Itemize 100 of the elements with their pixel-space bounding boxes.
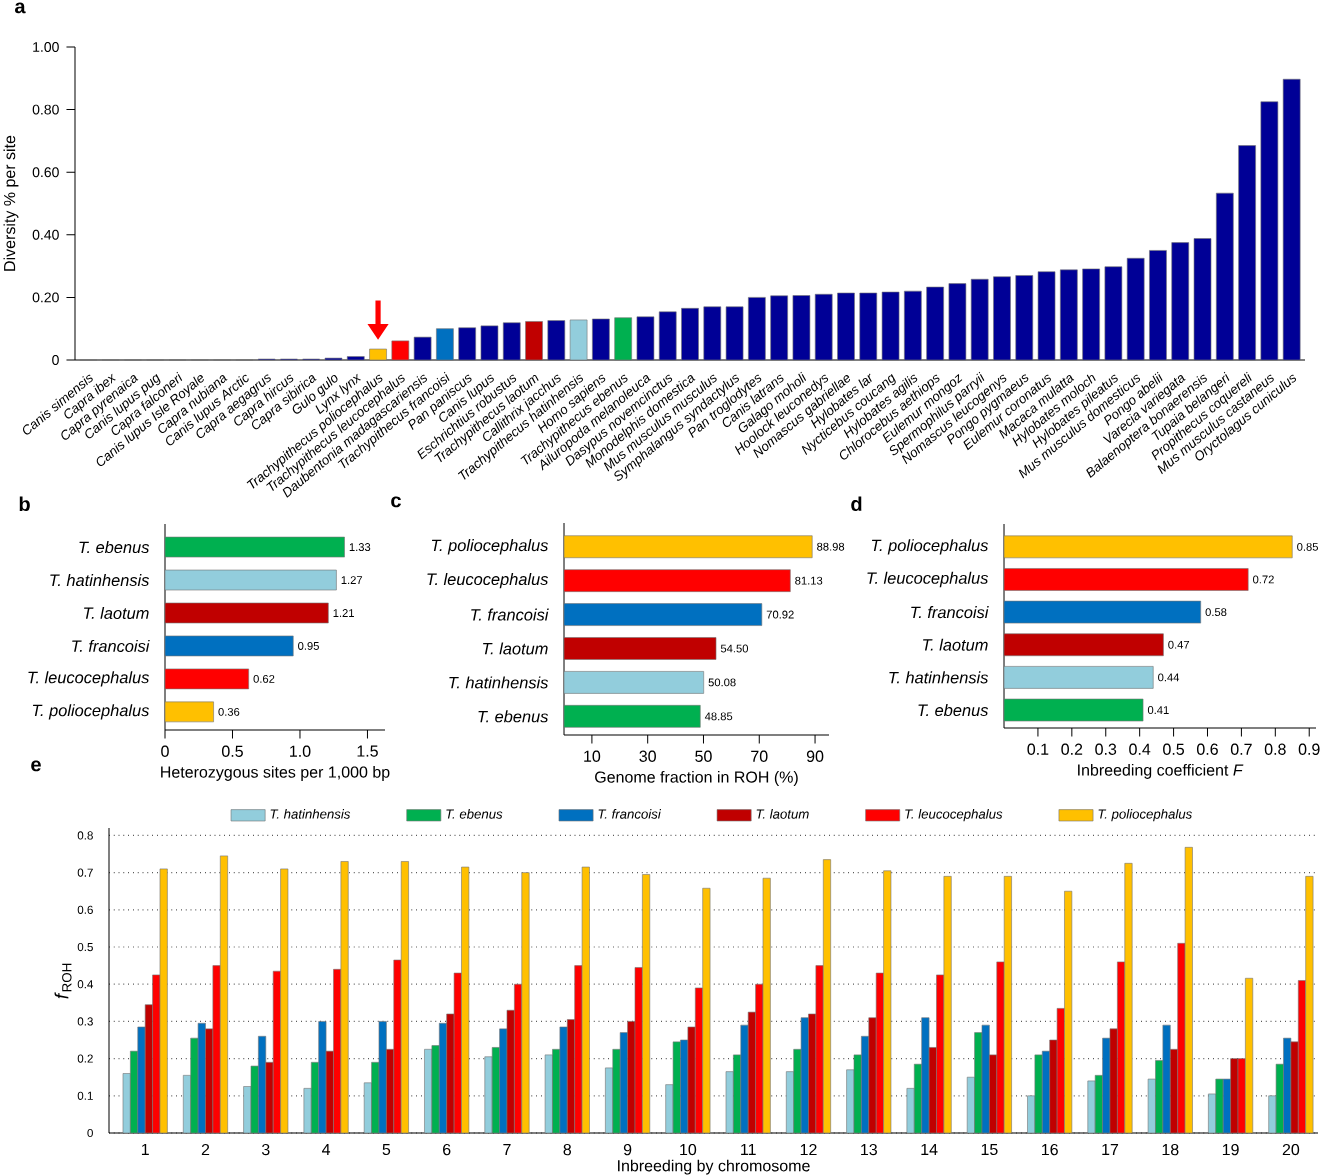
y-tick-label: T. leucocephalus [427, 573, 549, 589]
x-tick-label: 13 [861, 1143, 877, 1156]
y-tick-label: T. ebenus [79, 541, 150, 554]
x-tick-label: 0.2 [1061, 743, 1083, 755]
y-tick-label: T. francoisi [471, 608, 549, 621]
x-axis-title: Inbreeding coefficient F [1078, 763, 1244, 779]
chart-title: d [851, 496, 862, 512]
y-tick-label: T. poliocephalus [32, 704, 150, 720]
y-tick-label: T. laotum [923, 638, 988, 651]
y-tick-label: T. laotum [483, 642, 548, 655]
data-label: 0.44 [1158, 673, 1180, 682]
x-tick-label: 4 [322, 1143, 331, 1155]
x-tick-label: 0.8 [1264, 743, 1286, 755]
y-tick-label: 0.7 [77, 868, 93, 877]
x-tick-label: 50 [695, 750, 712, 762]
x-tick-label: 15 [981, 1143, 998, 1156]
legend-label: T. hatinhensis [270, 809, 351, 819]
x-tick-label: 17 [1102, 1143, 1119, 1155]
data-label: 0.58 [1205, 608, 1227, 617]
x-tick-label: 10 [584, 750, 601, 762]
y-tick-label: 0.20 [32, 292, 59, 303]
x-tick-label: 0.4 [1129, 743, 1151, 755]
x-tick-label: 6 [443, 1143, 451, 1156]
x-axis-title: Heterozygous sites per 1,000 bp [161, 765, 390, 781]
legend-label: T. laotum [756, 809, 809, 819]
y-tick-label: 0 [52, 355, 59, 365]
x-tick-label: 8 [563, 1143, 572, 1156]
data-label: 70.92 [766, 610, 794, 619]
x-tick-label: 1 [141, 1143, 149, 1155]
data-label: 54.50 [720, 644, 749, 653]
text: c [391, 496, 401, 508]
x-tick-label: 10 [680, 1143, 697, 1156]
y-tick-label: 0.2 [77, 1054, 93, 1063]
y-tick-label: 0.6 [77, 905, 93, 914]
x-tick-label: 3 [261, 1143, 270, 1156]
x-tick-label: 0 [161, 745, 169, 757]
data-label: 48.85 [704, 712, 733, 721]
y-tick-label: 0.40 [32, 229, 59, 240]
x-tick-label: 0.3 [1095, 743, 1117, 755]
x-tick-label: 70 [751, 750, 768, 762]
chart-title: a [15, 2, 26, 14]
data-label: 88.98 [817, 542, 845, 551]
y-tick-label: 0.3 [77, 1017, 93, 1026]
x-tick-label: 18 [1162, 1143, 1179, 1156]
x-tick-label: 16 [1042, 1143, 1058, 1156]
y-axis-title: Diversity % per site [3, 135, 19, 271]
chart-title: b [19, 496, 30, 512]
y-tick-label: 0.8 [77, 831, 93, 840]
x-tick-label: 1.5 [357, 745, 378, 757]
x-tick-label: 90 [806, 750, 824, 762]
legend-label: T. francoisi [598, 809, 662, 819]
data-label: 0.47 [1168, 640, 1190, 649]
x-tick-label: 9 [623, 1143, 632, 1156]
y-tick-label: T. poliocephalus [431, 539, 549, 555]
y-tick-label: T. hatinhensis [50, 574, 150, 587]
y-tick-label: T. poliocephalus [871, 539, 989, 555]
y-tick-label: T. ebenus [478, 710, 549, 723]
y-tick-label: 0.60 [32, 167, 59, 178]
x-tick-label: 12 [800, 1143, 817, 1156]
x-axis-title: Genome fraction in ROH (%) [595, 770, 798, 786]
y-tick-label: T. laotum [84, 606, 149, 620]
data-label: 50.08 [708, 678, 736, 687]
y-axis-title: f$_{ROH}$ [54, 963, 72, 999]
y-tick-label: 1.00 [33, 42, 59, 52]
y-tick-label: 0.80 [32, 104, 59, 115]
x-tick-label: 30 [639, 750, 656, 762]
x-tick-label: 0.6 [1196, 743, 1218, 755]
x-tick-label: 1.0 [290, 745, 311, 757]
data-label: 0.62 [253, 674, 275, 683]
x-tick-label: 14 [921, 1143, 938, 1155]
data-label: 0.41 [1147, 706, 1169, 714]
y-tick-label: 0.1 [77, 1091, 93, 1100]
data-label: 1.33 [349, 543, 371, 552]
data-label: 0.85 [1297, 542, 1319, 551]
y-tick-label: T. leucocephalus [867, 571, 989, 588]
legend-label: T. ebenus [446, 809, 503, 819]
data-label: 0.72 [1253, 575, 1274, 584]
data-label: 81.13 [795, 576, 823, 585]
x-axis-title: Inbreeding by chromosome [618, 1159, 810, 1175]
x-tick-label: 2 [201, 1143, 210, 1156]
x-tick-label: 19 [1222, 1143, 1239, 1156]
y-tick-label: 0 [87, 1128, 93, 1138]
y-tick-label: T. francoisi [911, 606, 989, 619]
x-tick-label: 0.5 [1163, 743, 1185, 755]
y-tick-label: T. francoisi [72, 639, 150, 652]
x-tick-label: 0.5 [221, 745, 243, 757]
legend-label: T. poliocephalus [1098, 809, 1192, 822]
x-tick-label: 0.9 [1298, 743, 1320, 755]
y-tick-label: 0.5 [77, 942, 93, 952]
y-tick-label: T. ebenus [918, 704, 989, 717]
x-tick-label: 0.7 [1230, 743, 1252, 755]
x-tick-label: 0.1 [1027, 743, 1049, 755]
chart-title: e [31, 760, 41, 772]
data-label: 1.21 [333, 609, 354, 617]
y-tick-label: T. leucocephalus [28, 671, 150, 687]
y-tick-label: T. hatinhensis [889, 671, 989, 684]
data-label: 0.36 [218, 707, 240, 716]
data-label: 0.95 [298, 641, 319, 650]
x-tick-label: 5 [382, 1143, 391, 1156]
y-tick-label: T. hatinhensis [449, 676, 549, 689]
